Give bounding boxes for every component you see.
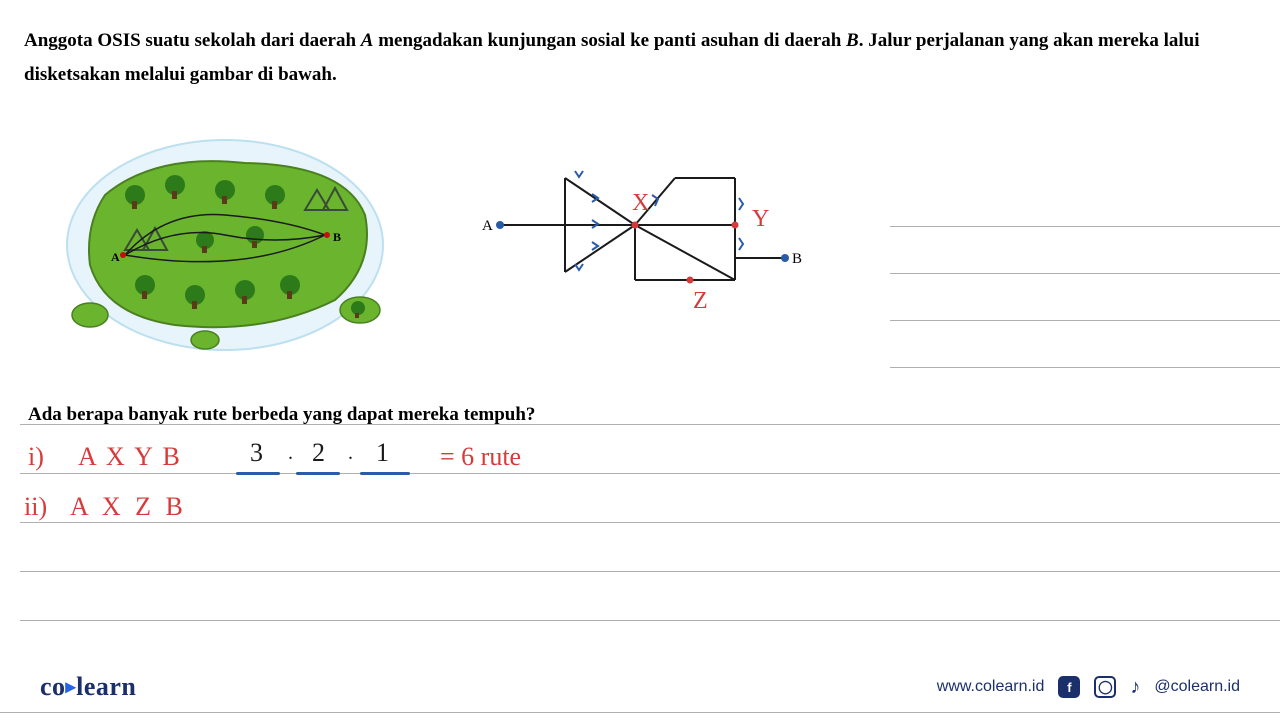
brand-logo: co▸learn [40, 672, 136, 702]
footer-right: www.colearn.id f ◯ ♪ @colearn.id [937, 676, 1240, 699]
svg-text:A: A [482, 218, 493, 234]
full-line [20, 424, 1280, 425]
footer-handle: @colearn.id [1154, 678, 1240, 696]
footer: co▸learn www.colearn.id f ◯ ♪ @colearn.i… [40, 672, 1240, 702]
full-line [20, 620, 1280, 621]
svg-text:B: B [792, 251, 802, 267]
hw-line2-label: ii) [24, 492, 47, 522]
ruled-line [890, 180, 1280, 227]
ruled-line [890, 227, 1280, 274]
full-line [20, 473, 1280, 474]
hw-line1-label: i) [28, 442, 44, 472]
q-prefix: Anggota OSIS suatu sekolah dari daerah [24, 30, 361, 51]
instagram-icon: ◯ [1094, 676, 1116, 698]
hw-line1-dot2: . [348, 442, 353, 465]
diagram-label-y: Y [752, 206, 769, 233]
svg-text:B: B [333, 230, 341, 244]
footer-url: www.colearn.id [937, 678, 1045, 696]
ruled-lines-right [890, 180, 1280, 368]
sub-question: Ada berapa banyak rute berbeda yang dapa… [28, 404, 535, 426]
hw-line1-dot1: . [288, 442, 293, 465]
hw-line1-n2: 2 [312, 438, 325, 468]
logo-arrow-icon: ▸ [66, 676, 77, 698]
ruled-line [890, 274, 1280, 321]
logo-co: co [40, 672, 66, 701]
full-line [20, 522, 1280, 523]
underline-3 [360, 472, 410, 475]
hw-line1-result: = 6 rute [440, 442, 521, 472]
diagram-label-z: Z [693, 288, 708, 315]
q-var-a: A [361, 30, 374, 51]
svg-text:A: A [111, 250, 120, 264]
q-mid: mengadakan kunjungan sosial ke panti asu… [373, 30, 846, 51]
map-illustration: A B [65, 135, 385, 355]
underline-1 [236, 472, 280, 475]
q-var-b: B [846, 30, 859, 51]
hw-line1-n1: 3 [250, 438, 263, 468]
underline-2 [296, 472, 340, 475]
hw-line1-n3: 1 [376, 438, 389, 468]
question-text: Anggota OSIS suatu sekolah dari daerah A… [24, 24, 1256, 92]
footer-line [0, 712, 1280, 713]
ruled-line [890, 321, 1280, 368]
full-line [20, 571, 1280, 572]
logo-learn: learn [76, 672, 136, 701]
facebook-icon: f [1058, 676, 1080, 698]
diagram-label-x: X [632, 190, 649, 217]
graph-diagram: A B X Y Z [480, 160, 820, 330]
hw-line1-route: A X Y B [78, 442, 182, 472]
tiktok-icon: ♪ [1130, 676, 1140, 699]
hw-line2-route: A X Z B [70, 492, 187, 522]
